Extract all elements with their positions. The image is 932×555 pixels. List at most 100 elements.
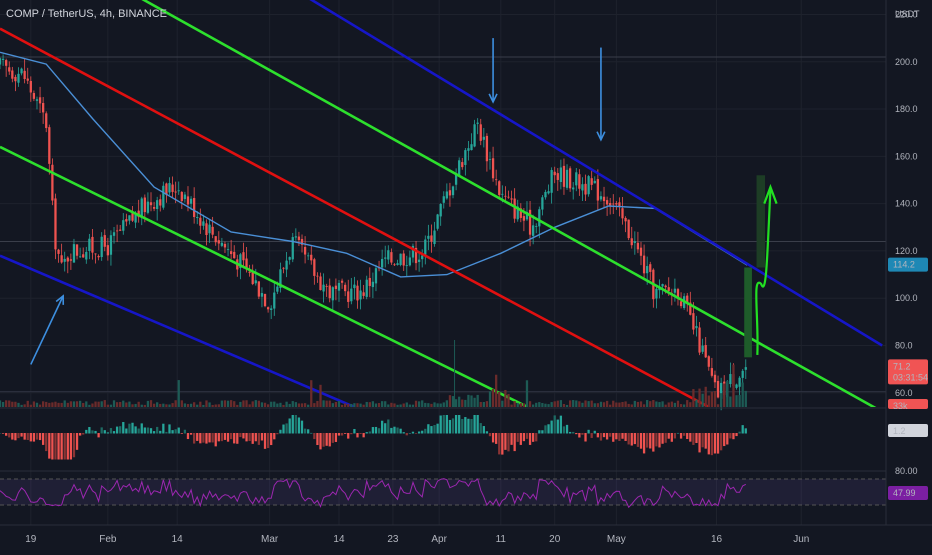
- volume-bar: [319, 384, 322, 407]
- macd-bar: [291, 415, 294, 434]
- macd-value-badge-text: 1.2: [893, 426, 906, 436]
- candle-body: [445, 191, 448, 199]
- candle: [1, 54, 5, 66]
- candle-body: [128, 215, 131, 221]
- x-tick-label: 16: [711, 534, 723, 545]
- volume-bar: [593, 403, 596, 407]
- macd-bar: [664, 433, 667, 443]
- volume-bar: [239, 401, 242, 407]
- candle: [156, 196, 159, 221]
- macd-bar: [513, 433, 516, 452]
- candle-body: [319, 276, 322, 291]
- volume-bar: [636, 401, 640, 407]
- candle: [584, 174, 587, 202]
- y-tick-label: 200.0: [895, 57, 918, 67]
- candle: [282, 267, 285, 274]
- macd-bar: [229, 433, 233, 440]
- volume-bar: [568, 400, 572, 407]
- candle-body: [60, 255, 63, 263]
- candle: [387, 245, 390, 265]
- candle: [236, 254, 239, 277]
- macd-bar: [106, 432, 110, 434]
- candle: [735, 383, 738, 390]
- candle-body: [556, 173, 559, 180]
- rsi-tick-label: 80.00: [895, 466, 918, 476]
- volume-bar: [513, 401, 516, 407]
- candle-body: [479, 124, 482, 141]
- volume-bar: [162, 403, 165, 407]
- candle: [575, 167, 578, 192]
- candle: [396, 259, 399, 266]
- macd-bar: [387, 419, 390, 434]
- candle-body: [485, 135, 489, 162]
- volume-bar: [146, 400, 150, 407]
- volume-bar: [5, 400, 8, 407]
- volume-bar: [575, 400, 578, 407]
- volume-bar: [340, 404, 344, 407]
- volume-bar: [377, 403, 381, 407]
- macd-bar: [245, 433, 248, 442]
- macd-bar: [60, 433, 63, 460]
- volume-bar: [331, 403, 334, 407]
- candle: [316, 272, 319, 283]
- candle: [69, 253, 73, 270]
- macd-bar: [399, 428, 402, 434]
- macd-bar: [553, 415, 556, 434]
- volume-bar: [596, 403, 599, 407]
- candle: [319, 272, 322, 291]
- macd-bar: [239, 433, 242, 438]
- macd-bar: [467, 418, 470, 434]
- macd-bar: [719, 433, 723, 451]
- macd-bar: [199, 433, 202, 444]
- candle: [590, 170, 593, 191]
- candle-body: [88, 238, 91, 251]
- candle: [519, 203, 522, 223]
- candle: [233, 245, 236, 259]
- candle: [103, 229, 106, 252]
- candle-body: [112, 232, 116, 236]
- macd-bar: [159, 430, 162, 434]
- macd-bar: [328, 433, 331, 447]
- macd-bar: [655, 433, 658, 447]
- candle-body: [248, 271, 251, 273]
- candle-body: [115, 230, 119, 232]
- candle-body: [310, 254, 313, 261]
- macd-bar: [260, 433, 264, 441]
- candle: [285, 252, 288, 278]
- candle-body: [633, 241, 636, 243]
- candle-body: [393, 264, 396, 266]
- volume-bar: [316, 400, 319, 407]
- macd-bar: [23, 433, 26, 440]
- volume-bar: [180, 400, 183, 407]
- macd-bar: [424, 428, 427, 434]
- candle-body: [482, 136, 485, 140]
- candle-body: [427, 235, 430, 239]
- candle-body: [698, 327, 701, 353]
- candle: [550, 167, 553, 204]
- macd-bar: [20, 433, 23, 437]
- candle-body: [476, 122, 479, 124]
- candle: [307, 252, 310, 261]
- volume-bar: [719, 393, 723, 407]
- macd-bar: [473, 415, 476, 434]
- macd-bar: [233, 433, 236, 444]
- macd-bar: [476, 415, 479, 434]
- candle: [159, 194, 162, 212]
- candle-body: [14, 76, 17, 82]
- candle: [467, 140, 470, 161]
- volume-bar: [334, 401, 338, 407]
- candle: [294, 228, 297, 241]
- volume-bar: [353, 403, 356, 407]
- macd-bar: [344, 433, 347, 434]
- candle: [556, 168, 559, 191]
- candle: [334, 278, 338, 301]
- x-tick-label: 11: [496, 534, 507, 545]
- volume-bar: [0, 400, 2, 407]
- volume-bar: [387, 404, 390, 407]
- macd-bar: [491, 433, 495, 443]
- macd-bar: [297, 417, 301, 434]
- candle-body: [174, 191, 177, 193]
- candle-body: [217, 240, 220, 244]
- candle: [106, 237, 110, 261]
- volume-bar: [587, 401, 590, 407]
